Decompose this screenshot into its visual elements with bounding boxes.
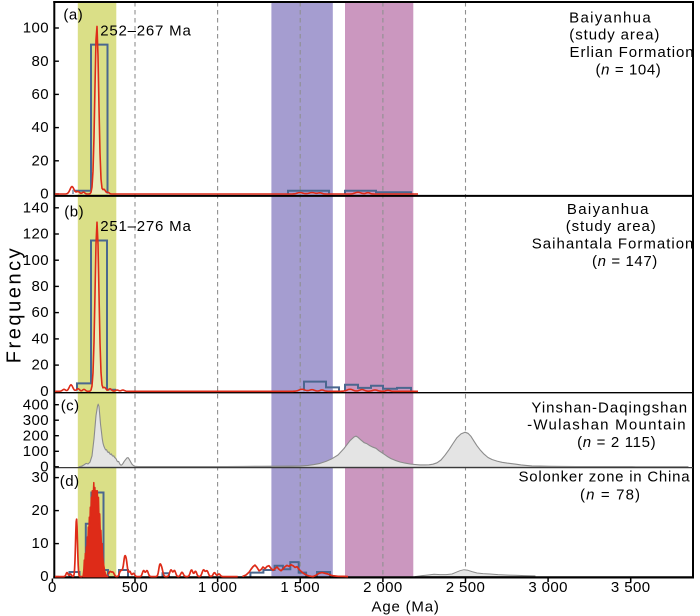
svg-text:40: 40 [32,119,50,136]
svg-text:(d): (d) [60,473,80,490]
svg-text:0: 0 [40,458,49,475]
svg-text:(a): (a) [63,6,83,23]
svg-text:Solonker zone in China: Solonker zone in China [519,468,691,485]
svg-text:0: 0 [48,579,57,596]
svg-text:(b): (b) [64,203,84,220]
svg-text:(n = 104): (n = 104) [596,61,662,78]
svg-text:-Wulashan Mountain: -Wulashan Mountain [527,417,687,434]
svg-text:140: 140 [23,199,49,216]
svg-text:Age (Ma): Age (Ma) [372,599,440,616]
svg-text:10: 10 [32,535,50,552]
svg-text:100: 100 [23,20,49,37]
svg-text:120: 120 [23,226,49,243]
svg-text:3 500: 3 500 [611,579,651,596]
svg-text:Erlian Formation: Erlian Formation [570,44,695,61]
svg-text:Baiyanhua: Baiyanhua [569,9,652,26]
svg-text:2 000: 2 000 [363,579,403,596]
svg-text:0: 0 [40,186,49,203]
svg-text:300: 300 [23,412,49,429]
svg-text:Baiyanhua: Baiyanhua [567,201,650,218]
svg-text:100: 100 [23,252,49,269]
svg-text:252–267 Ma: 252–267 Ma [100,23,191,40]
svg-text:20: 20 [32,502,50,519]
svg-text:60: 60 [32,304,50,321]
svg-text:(n = 147): (n = 147) [592,253,658,270]
svg-text:Saihantala Formation: Saihantala Formation [532,236,695,253]
svg-text:400: 400 [23,396,49,413]
svg-text:2 500: 2 500 [446,579,486,596]
svg-text:Frequency: Frequency [4,246,26,363]
svg-text:30: 30 [32,469,50,486]
svg-text:Yinshan-Daqingshan: Yinshan-Daqingshan [531,399,688,416]
svg-text:80: 80 [32,278,50,295]
svg-text:40: 40 [32,331,50,348]
svg-text:1 000: 1 000 [198,579,238,596]
svg-text:1 500: 1 500 [280,579,320,596]
svg-text:0: 0 [40,568,49,585]
svg-text:(n = 78): (n = 78) [580,486,641,503]
svg-text:251–276 Ma: 251–276 Ma [100,218,191,235]
svg-text:(study area): (study area) [569,27,660,44]
svg-text:100: 100 [23,443,49,460]
svg-text:20: 20 [32,357,50,374]
svg-text:20: 20 [32,152,50,169]
svg-text:200: 200 [23,427,49,444]
svg-text:80: 80 [32,53,50,70]
svg-text:3 000: 3 000 [528,579,568,596]
svg-text:(study area): (study area) [566,218,657,235]
svg-text:(c): (c) [61,397,80,414]
svg-text:500: 500 [122,579,148,596]
svg-text:(n = 2 115): (n = 2 115) [577,434,656,451]
svg-text:0: 0 [40,383,49,400]
svg-text:60: 60 [32,86,50,103]
